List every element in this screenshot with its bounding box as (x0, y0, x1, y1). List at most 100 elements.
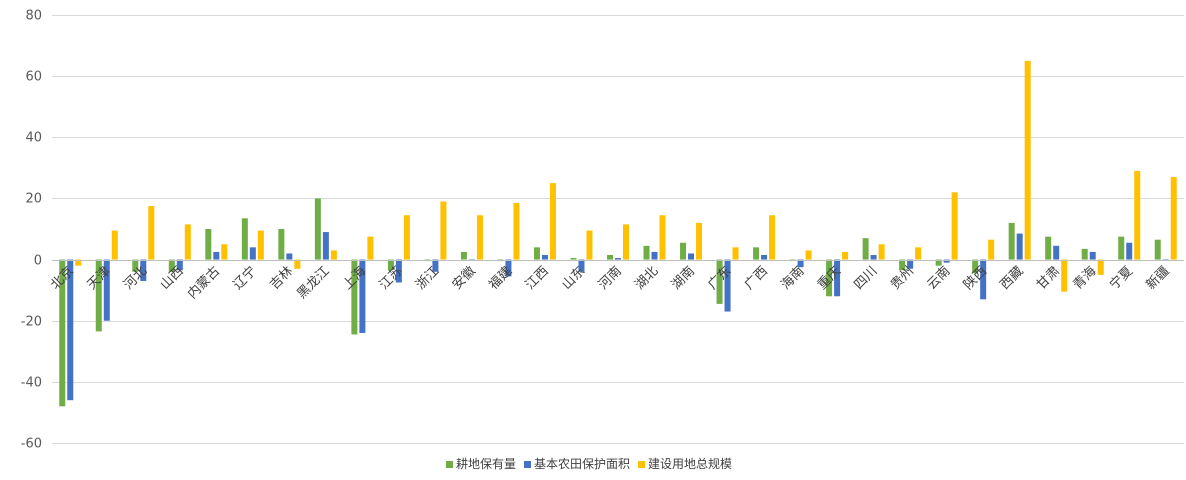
bar (651, 251, 658, 260)
bar (367, 236, 374, 260)
bar (972, 259, 979, 274)
bar (440, 201, 447, 260)
bar (1089, 251, 1096, 260)
bar (322, 232, 329, 260)
bar (732, 247, 739, 260)
bar (111, 230, 118, 260)
x-tick-label: 新疆 (1143, 263, 1173, 293)
bar (870, 254, 877, 260)
bar (951, 192, 958, 260)
bar (468, 259, 475, 261)
bar (935, 259, 942, 266)
bar (75, 259, 82, 266)
x-tick-label: 湖北 (632, 264, 661, 293)
bar (1162, 259, 1169, 261)
bar (294, 259, 301, 269)
bar (1061, 259, 1068, 292)
bar (314, 198, 321, 260)
bar (1097, 259, 1104, 275)
bar (1016, 233, 1023, 260)
bar (505, 259, 512, 277)
x-tick-label: 四川 (851, 264, 880, 293)
bar (395, 259, 402, 283)
x-tick-label: 青海 (1071, 264, 1100, 293)
bar (403, 215, 410, 260)
bar (533, 247, 540, 260)
bar (286, 253, 293, 260)
bar (132, 259, 139, 272)
bar (615, 258, 621, 260)
bar (988, 239, 995, 260)
legend-swatch (524, 461, 531, 468)
bar (826, 259, 833, 297)
x-tick-label: 安徽 (450, 264, 479, 293)
bar (541, 254, 548, 260)
bar (249, 247, 256, 260)
x-tick-label: 吉林 (267, 264, 296, 293)
bar (586, 230, 593, 260)
bar (351, 259, 358, 335)
bar (1154, 239, 1161, 260)
bar (1045, 236, 1052, 260)
bar (176, 259, 183, 271)
bar (460, 251, 467, 260)
x-tick-label: 云南 (924, 263, 954, 293)
bar (67, 259, 74, 401)
bar (148, 206, 155, 260)
bar (623, 224, 629, 260)
legend-swatch (638, 461, 645, 468)
bar (1126, 242, 1133, 260)
bar (980, 259, 987, 300)
bar (1170, 177, 1177, 260)
bar (140, 259, 147, 281)
x-tick-label: 海南 (778, 263, 808, 293)
x-tick-label: 内蒙古 (184, 263, 223, 302)
y-tick-label: 40 (25, 131, 42, 146)
bar (184, 224, 191, 260)
x-tick-label: 宁夏 (1106, 263, 1136, 293)
bar (659, 215, 666, 260)
bar (1053, 245, 1060, 260)
bar (753, 247, 760, 260)
x-tick-label: 甘肃 (1034, 264, 1063, 293)
bar (907, 259, 914, 269)
bar (1134, 170, 1141, 260)
bar (278, 229, 285, 260)
bar (862, 238, 869, 260)
bar (1118, 236, 1125, 260)
bar (915, 247, 922, 260)
x-tick-label: 江西 (523, 264, 552, 293)
bar (797, 259, 804, 268)
y-tick-label: -60 (21, 437, 42, 452)
bar (330, 250, 337, 260)
bar (761, 254, 768, 260)
bar (59, 259, 66, 407)
x-tick-label: 河南 (595, 263, 625, 293)
bar (549, 183, 556, 260)
bar (769, 215, 776, 260)
bar (213, 251, 220, 260)
bar (257, 230, 264, 260)
x-tick-label: 湖南 (668, 263, 698, 293)
bar (680, 242, 687, 260)
bar (834, 259, 841, 297)
x-tick-label: 广西 (742, 264, 771, 293)
bar (578, 259, 585, 272)
bar (513, 203, 520, 260)
legend-label: 建设用地总规模 (648, 456, 732, 471)
bar (387, 259, 394, 271)
bar (221, 244, 228, 260)
x-tick-label: 西藏 (998, 264, 1027, 293)
x-tick-label: 黑龙江 (295, 264, 333, 302)
bar (1081, 248, 1088, 260)
bar (103, 259, 110, 321)
bar (805, 250, 812, 260)
bar (359, 259, 366, 333)
bar (943, 259, 950, 263)
y-tick-label: -20 (21, 315, 42, 330)
bar (476, 215, 483, 260)
legend-label: 耕地保有量 (456, 456, 516, 471)
bar (696, 222, 703, 260)
